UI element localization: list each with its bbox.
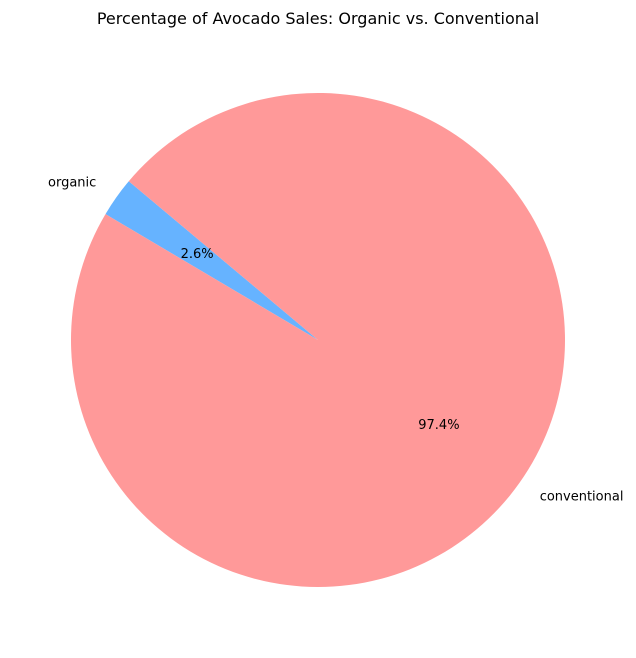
pie-slices [71,92,566,587]
percent-label-organic: 2.6% [181,247,214,262]
category-label-conventional: conventional [540,490,624,505]
chart-title: Percentage of Avocado Sales: Organic vs.… [97,9,539,28]
pie-labels: organic 2.6% conventional 97.4% [48,175,623,504]
percent-label-conventional: 97.4% [418,418,459,433]
pie-slice-conventional [71,92,566,587]
category-label-organic: organic [48,175,96,190]
pie-slice-organic [105,181,318,340]
